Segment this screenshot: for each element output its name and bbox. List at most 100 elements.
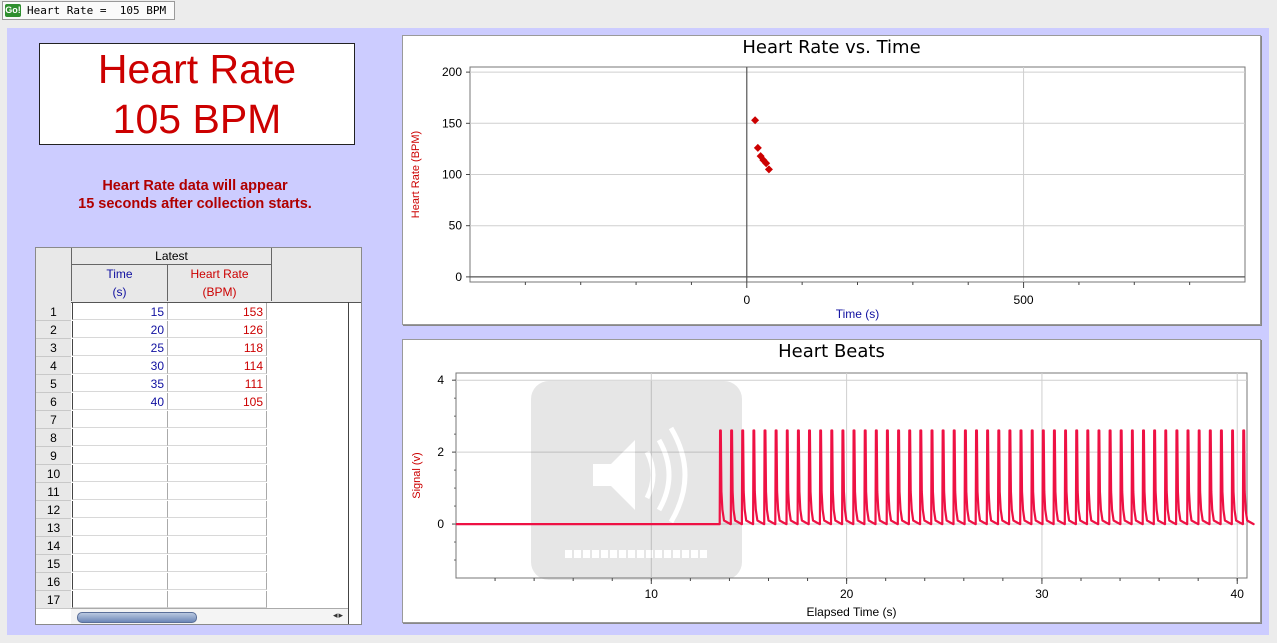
sound-wave bbox=[668, 426, 688, 524]
heart-rate-cell[interactable] bbox=[167, 591, 267, 608]
heart-rate-cell[interactable]: 111 bbox=[167, 375, 267, 392]
x-tick-label: 30 bbox=[1035, 587, 1049, 601]
heart-rate-cell[interactable]: 105 bbox=[167, 393, 267, 410]
y-tick-label: 0 bbox=[437, 517, 444, 531]
heart-rate-chart[interactable]: 0 50 100 150 200 0 500 Time (s) Heart Rate (BPM) bbox=[403, 36, 1260, 324]
time-cell[interactable] bbox=[72, 537, 167, 554]
row-number: 4 bbox=[36, 357, 71, 375]
volume-level-segment bbox=[673, 550, 680, 558]
note-line1: Heart Rate data will appear bbox=[102, 178, 288, 194]
column-hr-unit: (BPM) bbox=[202, 285, 237, 299]
time-cell[interactable] bbox=[72, 555, 167, 572]
table-row[interactable]: 2 20 126 bbox=[36, 321, 270, 339]
column-time-name: Time bbox=[106, 267, 133, 281]
table-row[interactable]: 12 bbox=[36, 501, 270, 519]
volume-level-segment bbox=[601, 550, 608, 558]
data-point bbox=[762, 159, 771, 168]
heart-rate-cell[interactable] bbox=[167, 573, 267, 590]
time-cell[interactable] bbox=[72, 591, 167, 608]
y-tick-label: 50 bbox=[449, 219, 463, 233]
table-row[interactable]: 11 bbox=[36, 483, 270, 501]
row-number: 13 bbox=[36, 519, 71, 537]
x-tick-label: 40 bbox=[1231, 587, 1245, 601]
meter-text: Heart Rate = 105 BPM bbox=[27, 4, 167, 17]
time-cell[interactable] bbox=[72, 429, 167, 446]
volume-level-segment bbox=[700, 550, 707, 558]
time-cell[interactable]: 25 bbox=[72, 339, 167, 356]
table-row[interactable]: 7 bbox=[36, 411, 270, 429]
x-tick-label: 0 bbox=[743, 293, 750, 307]
heart-rate-cell[interactable] bbox=[167, 537, 267, 554]
meter-bar: Go! Heart Rate = 105 BPM bbox=[0, 0, 1277, 22]
time-cell[interactable] bbox=[72, 411, 167, 428]
horizontal-scrollbar[interactable]: ◂▸ bbox=[71, 608, 348, 624]
time-cell[interactable] bbox=[72, 501, 167, 518]
table-row[interactable]: 4 30 114 bbox=[36, 357, 270, 375]
heart-rate-cell[interactable]: 118 bbox=[167, 339, 267, 356]
volume-level-segment bbox=[655, 550, 662, 558]
time-cell[interactable] bbox=[72, 465, 167, 482]
scroll-arrows-icon[interactable]: ◂▸ bbox=[332, 610, 344, 620]
overlay-backdrop bbox=[531, 381, 742, 580]
table-row[interactable]: 9 bbox=[36, 447, 270, 465]
heart-rate-cell[interactable] bbox=[167, 447, 267, 464]
table-row[interactable]: 15 bbox=[36, 555, 270, 573]
speaker-shape bbox=[593, 440, 635, 510]
row-number: 9 bbox=[36, 447, 71, 465]
time-cell[interactable] bbox=[72, 483, 167, 500]
time-cell[interactable]: 30 bbox=[72, 357, 167, 374]
time-cell[interactable]: 15 bbox=[72, 303, 167, 320]
table-divider bbox=[348, 302, 349, 624]
table-row[interactable]: 17 bbox=[36, 591, 270, 609]
table-row[interactable]: 13 bbox=[36, 519, 270, 537]
row-number: 16 bbox=[36, 573, 71, 591]
table-row[interactable]: 1 15 153 bbox=[36, 303, 270, 321]
scrollbar-thumb[interactable] bbox=[77, 612, 197, 623]
heart-rate-cell[interactable]: 114 bbox=[167, 357, 267, 374]
heart-rate-cell[interactable]: 126 bbox=[167, 321, 267, 338]
row-number: 7 bbox=[36, 411, 71, 429]
x-tick-label: 500 bbox=[1014, 293, 1034, 307]
heart-signal-line bbox=[456, 429, 1255, 526]
table-row[interactable]: 14 bbox=[36, 537, 270, 555]
heart-rate-cell[interactable] bbox=[167, 465, 267, 482]
data-point bbox=[764, 165, 773, 174]
table-row[interactable]: 8 bbox=[36, 429, 270, 447]
table-row[interactable]: 5 35 111 bbox=[36, 375, 270, 393]
heart-rate-cell[interactable] bbox=[167, 483, 267, 500]
heart-rate-cell[interactable] bbox=[167, 519, 267, 536]
heart-beats-chart[interactable]: 0 2 4 10 20 30 40 Elapsed Time (s) Signal (v) bbox=[403, 340, 1260, 622]
row-number: 5 bbox=[36, 375, 71, 393]
chart-title-heart-rate: Heart Rate vs. Time bbox=[742, 37, 921, 58]
y-axis-label: Heart Rate (BPM) bbox=[410, 131, 422, 218]
x-axis-label: Elapsed Time (s) bbox=[806, 605, 896, 619]
heart-rate-cell[interactable] bbox=[167, 429, 267, 446]
heart-rate-meter[interactable]: Go! Heart Rate = 105 BPM bbox=[2, 1, 176, 20]
table-row[interactable]: 6 40 105 bbox=[36, 393, 270, 411]
heart-rate-cell[interactable] bbox=[167, 411, 267, 428]
data-point bbox=[751, 116, 760, 125]
table-row[interactable]: 10 bbox=[36, 465, 270, 483]
main-panel: Heart Rate 105 BPM Heart Rate data will … bbox=[7, 28, 1269, 635]
data-table[interactable]: Latest Time (s) Heart Rate (BPM) 1 15 153 2… bbox=[35, 247, 362, 625]
time-cell[interactable]: 20 bbox=[72, 321, 167, 338]
y-tick-label: 4 bbox=[437, 373, 444, 387]
time-cell[interactable]: 40 bbox=[72, 393, 167, 410]
time-cell[interactable] bbox=[72, 573, 167, 590]
y-tick-label: 150 bbox=[442, 116, 462, 130]
heart-rate-cell[interactable]: 153 bbox=[167, 303, 267, 320]
volume-level-segment bbox=[682, 550, 689, 558]
column-header-heart-rate[interactable]: Heart Rate (BPM) bbox=[167, 265, 272, 301]
time-cell[interactable]: 35 bbox=[72, 375, 167, 392]
volume-level-segment bbox=[691, 550, 698, 558]
y-tick-label: 200 bbox=[442, 65, 462, 79]
heart-rate-cell[interactable] bbox=[167, 555, 267, 572]
time-cell[interactable] bbox=[72, 519, 167, 536]
time-cell[interactable] bbox=[72, 447, 167, 464]
table-row[interactable]: 3 25 118 bbox=[36, 339, 270, 357]
row-number: 11 bbox=[36, 483, 71, 501]
column-header-time[interactable]: Time (s) bbox=[71, 265, 167, 301]
heart-rate-cell[interactable] bbox=[167, 501, 267, 518]
volume-level-segment bbox=[628, 550, 635, 558]
table-row[interactable]: 16 bbox=[36, 573, 270, 591]
